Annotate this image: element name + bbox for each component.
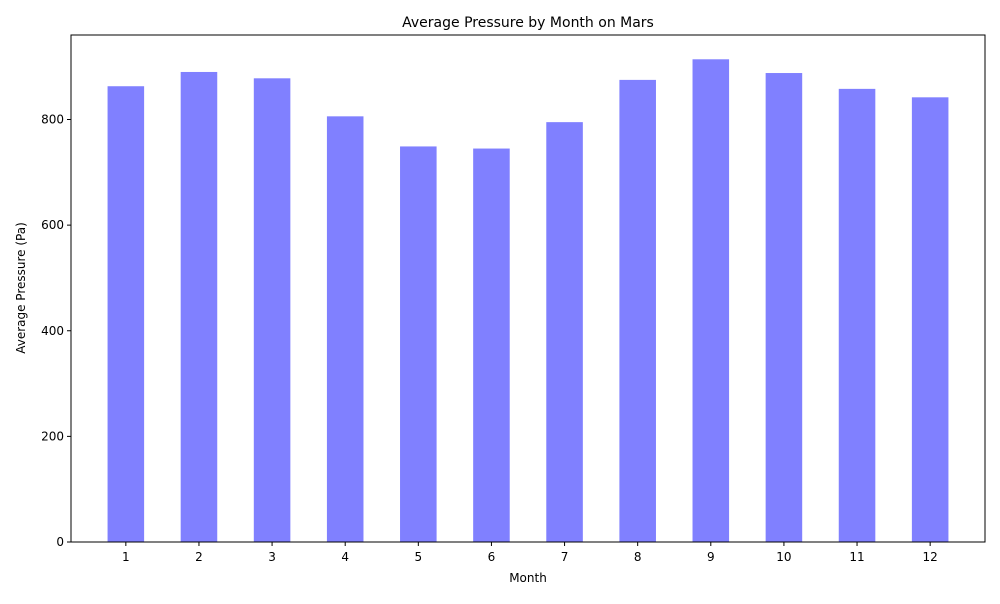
y-tick-label: 600 [41,218,64,232]
y-axis-label: Average Pressure (Pa) [14,222,28,354]
plot-frame [70,34,986,543]
x-tick-label: 2 [195,550,203,564]
y-tick-label: 800 [41,113,64,127]
x-tick-label: 8 [634,550,642,564]
x-tick-label: 6 [488,550,496,564]
bar-month-2 [180,71,218,542]
bars-group [107,59,949,543]
x-tick-label: 1 [122,550,130,564]
bar-month-5 [400,146,437,542]
y-ticks-group: 0 200 400 600 800 [41,113,71,549]
x-tick-label: 11 [849,550,864,564]
x-axis-label: Month [509,571,547,585]
bar-month-12 [911,97,949,542]
bar-month-10 [765,73,803,543]
x-ticks-group: 1 2 3 4 5 6 7 8 9 10 11 12 [122,542,938,564]
bar-month-7 [546,122,583,542]
x-tick-label: 12 [923,550,938,564]
x-tick-label: 5 [414,550,422,564]
bar-month-11 [838,88,876,543]
y-tick-label: 0 [56,535,64,549]
x-tick-label: 4 [341,550,349,564]
bar-month-8 [619,79,656,542]
x-tick-label: 3 [268,550,276,564]
x-tick-label: 10 [776,550,791,564]
chart-title: Average Pressure by Month on Mars [402,15,654,31]
y-tick-label: 200 [41,429,64,443]
bar-month-4 [326,116,364,543]
bar-month-6 [473,148,510,542]
bar-month-3 [253,78,291,543]
x-tick-label: 9 [707,550,715,564]
bar-month-9 [692,59,730,542]
x-tick-label: 7 [561,550,569,564]
bar-month-1 [107,86,145,543]
y-tick-label: 400 [41,324,64,338]
